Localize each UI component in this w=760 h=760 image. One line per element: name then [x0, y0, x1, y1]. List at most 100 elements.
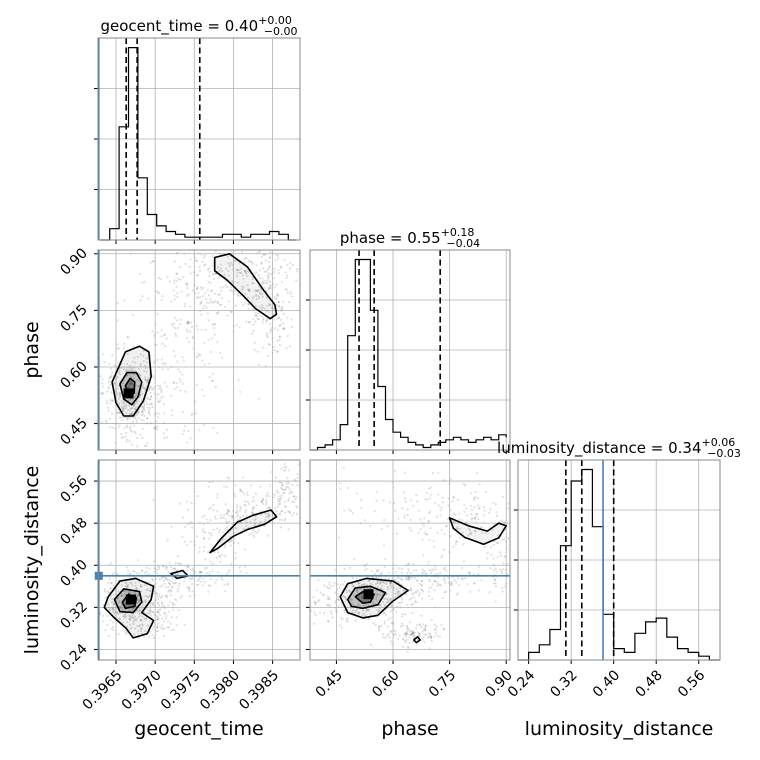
sample-point [117, 384, 120, 387]
sample-point [119, 395, 122, 398]
sample-point [110, 561, 113, 564]
sample-point [179, 323, 182, 326]
sample-point [157, 277, 160, 280]
sample-point [162, 620, 165, 623]
sample-point [400, 578, 403, 581]
sample-point [146, 595, 149, 598]
sample-point [369, 613, 372, 616]
sample-point [279, 481, 282, 484]
sample-point [238, 566, 241, 569]
sample-point [273, 349, 276, 352]
sample-point [416, 579, 419, 582]
sample-point [280, 265, 283, 268]
sample-point [143, 402, 146, 405]
sample-point [185, 328, 188, 331]
sample-point [134, 584, 137, 588]
sample-point [346, 486, 350, 490]
sample-point [333, 582, 336, 585]
sample-point [287, 469, 290, 472]
sample-point [141, 624, 144, 627]
sample-point [282, 488, 285, 491]
sample-point [503, 556, 506, 559]
sample-point [118, 411, 121, 414]
sample-point [313, 622, 316, 625]
sample-point [327, 597, 330, 600]
sample-point [235, 268, 238, 272]
sample-point [437, 504, 440, 507]
sample-point [134, 432, 137, 435]
sample-point [156, 626, 159, 629]
sample-point [280, 482, 283, 485]
sample-point [367, 617, 370, 621]
sample-point [254, 492, 257, 495]
sample-point [161, 627, 164, 630]
sample-point [261, 277, 264, 280]
sample-point [401, 615, 404, 618]
sample-point [257, 290, 260, 293]
sample-point [184, 262, 187, 265]
sample-point [329, 610, 332, 613]
sample-point [149, 609, 152, 612]
sample-point [435, 515, 438, 519]
sample-point [473, 530, 476, 533]
sample-point [289, 292, 292, 295]
sample-point [130, 429, 133, 432]
sample-point [401, 637, 405, 641]
sample-point [474, 491, 477, 494]
sample-point [198, 265, 201, 269]
sample-point [158, 595, 161, 598]
sample-point [295, 279, 298, 282]
sample-point [214, 272, 217, 275]
sample-point [348, 566, 351, 570]
sample-point [219, 513, 222, 517]
sample-point [149, 590, 152, 593]
x-axis-label-geocent_time: geocent_time [134, 718, 263, 740]
sample-point [124, 615, 128, 618]
sample-point [376, 582, 379, 585]
sample-point [123, 426, 126, 429]
sample-point [406, 628, 409, 631]
sample-point [126, 352, 129, 356]
y-tick-label: 0.75 [57, 302, 90, 335]
sample-point [224, 267, 227, 270]
sample-point [263, 512, 266, 515]
sample-point [120, 604, 123, 607]
sample-point [493, 578, 496, 581]
sample-point [412, 592, 415, 595]
sample-point [202, 536, 206, 540]
sample-point [218, 531, 221, 534]
sample-point [236, 519, 239, 522]
sample-point [256, 350, 259, 353]
sample-point [255, 293, 258, 296]
sample-point [213, 515, 217, 518]
sample-point [211, 301, 214, 304]
sample-point [280, 305, 284, 309]
sample-point [199, 580, 202, 583]
sample-point [130, 430, 133, 433]
sample-point [468, 571, 471, 574]
sample-point [464, 577, 467, 580]
sample-point [174, 598, 177, 601]
sample-point [166, 566, 169, 569]
sample-point [274, 327, 277, 330]
sample-point [442, 627, 445, 631]
sample-point [267, 515, 270, 518]
sample-point [388, 577, 391, 581]
sample-point [207, 531, 210, 535]
sample-point [201, 516, 204, 519]
sample-point [283, 462, 286, 465]
sample-point [140, 619, 143, 622]
sample-point [286, 263, 289, 266]
sample-point [406, 603, 409, 606]
sample-point [134, 402, 137, 405]
sample-point [142, 419, 145, 422]
sample-point [366, 609, 369, 612]
sample-point [142, 349, 145, 352]
sample-point [149, 398, 152, 401]
sample-point [394, 571, 397, 574]
sample-point [166, 626, 169, 629]
sample-point [412, 596, 415, 599]
sample-point [173, 260, 176, 263]
sample-point [182, 359, 185, 362]
